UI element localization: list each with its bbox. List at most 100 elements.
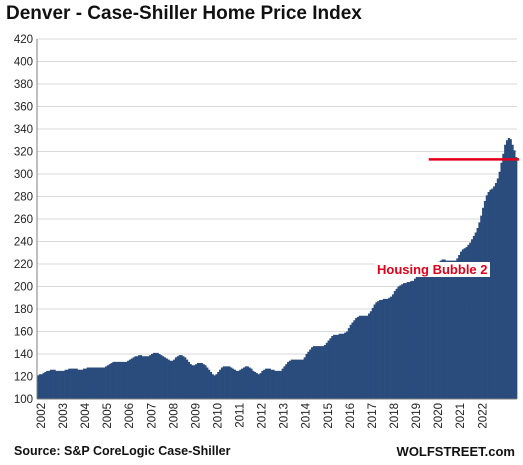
bar-99 [219, 369, 222, 399]
bar-56 [139, 355, 143, 400]
bar-30 [92, 367, 95, 399]
bar-153 [318, 346, 321, 400]
bar-193 [391, 294, 395, 400]
bar-176 [360, 315, 363, 399]
bar-104 [228, 366, 231, 400]
bar-11 [57, 370, 60, 400]
bar-259 [513, 150, 516, 399]
bar-43 [116, 361, 119, 400]
bar-109 [237, 370, 240, 400]
bar-9 [53, 369, 56, 399]
bar-170 [349, 324, 352, 399]
annotation-housing-bubble: Housing Bubble 2 [375, 262, 490, 277]
bar-225 [450, 260, 453, 400]
bar-126 [268, 368, 271, 400]
bar-123 [263, 369, 266, 399]
bar-122 [261, 370, 264, 400]
bar-129 [274, 370, 277, 400]
y-tick-label-300: 300 [14, 169, 33, 181]
bar-135 [285, 364, 288, 400]
bar-249 [494, 183, 498, 399]
bar-203 [410, 280, 413, 400]
bar-94 [209, 372, 213, 399]
x-tick-label-2009: 2009 [190, 403, 202, 429]
x-tick-label-2014: 2014 [301, 402, 313, 428]
bar-183 [373, 304, 376, 399]
bar-161 [333, 334, 336, 400]
bar-175 [358, 315, 362, 399]
bar-154 [320, 346, 323, 400]
bar-180 [368, 313, 371, 399]
x-axis-ticks: 2002 2003 2004 2005 2006 2007 2008 2009 2010 2011… [36, 402, 489, 428]
bar-115 [248, 367, 251, 399]
bar-84 [191, 365, 194, 399]
y-tick-label-180: 180 [14, 304, 33, 316]
bar-102 [224, 366, 227, 400]
bar-246 [489, 189, 492, 399]
y-tick-label-280: 280 [14, 192, 33, 204]
bar-53 [134, 356, 137, 399]
y-tick-label-340: 340 [14, 124, 33, 136]
bar-14 [62, 370, 65, 400]
bar-250 [496, 178, 499, 399]
bar-196 [397, 286, 400, 399]
bar-130 [276, 370, 279, 400]
bar-114 [246, 366, 249, 400]
bar-234 [467, 244, 470, 400]
bar-260 [515, 157, 518, 400]
bar-239 [476, 228, 479, 399]
bar-77 [178, 355, 181, 400]
bar-103 [226, 366, 229, 400]
bar-60 [147, 356, 150, 399]
bar-155 [322, 346, 325, 400]
bar-227 [454, 260, 457, 400]
bar-58 [143, 356, 146, 399]
y-tick-label-200: 200 [14, 282, 33, 294]
bar-168 [345, 331, 349, 399]
bar-37 [105, 366, 108, 400]
bar-107 [233, 369, 236, 399]
y-tick-label-420: 420 [14, 34, 33, 46]
bar-105 [230, 367, 233, 399]
bar-5 [46, 370, 49, 400]
bar-242 [482, 207, 485, 399]
bar-138 [290, 359, 293, 400]
bar-141 [296, 359, 299, 400]
bar-42 [114, 361, 117, 400]
bar-46 [121, 361, 124, 400]
bar-27 [86, 367, 89, 399]
bar-185 [377, 301, 380, 400]
bar-40 [110, 363, 113, 399]
bar-50 [128, 359, 132, 400]
bar-113 [244, 366, 248, 400]
x-tick-label-2018: 2018 [389, 403, 401, 429]
bar-204 [412, 280, 415, 400]
bar-146 [305, 354, 308, 399]
bar-63 [152, 352, 156, 400]
x-tick-label-2020: 2020 [433, 403, 445, 429]
bar-88 [198, 363, 202, 399]
bar-118 [254, 372, 257, 399]
bar-1 [38, 374, 42, 399]
bar-101 [222, 366, 225, 400]
bar-110 [239, 369, 242, 399]
bar-137 [288, 360, 292, 399]
bar-136 [287, 361, 290, 400]
bar-156 [323, 345, 327, 399]
bar-174 [357, 316, 360, 400]
bar-23 [79, 369, 82, 399]
bar-159 [329, 338, 332, 399]
bar-75 [174, 357, 178, 400]
bar-0 [37, 375, 40, 400]
bar-90 [202, 364, 205, 400]
bar-235 [469, 242, 472, 400]
bar-61 [149, 355, 152, 400]
bar-167 [344, 332, 347, 400]
bar-111 [241, 368, 244, 400]
bar-71 [167, 359, 170, 400]
bar-216 [434, 266, 437, 399]
y-axis-ticks: 100 120 140 160 180 200 220 240 260 280 300 320 340 3… [14, 34, 33, 406]
bar-127 [270, 369, 273, 399]
bar-258 [511, 144, 514, 399]
bar-116 [250, 368, 253, 400]
